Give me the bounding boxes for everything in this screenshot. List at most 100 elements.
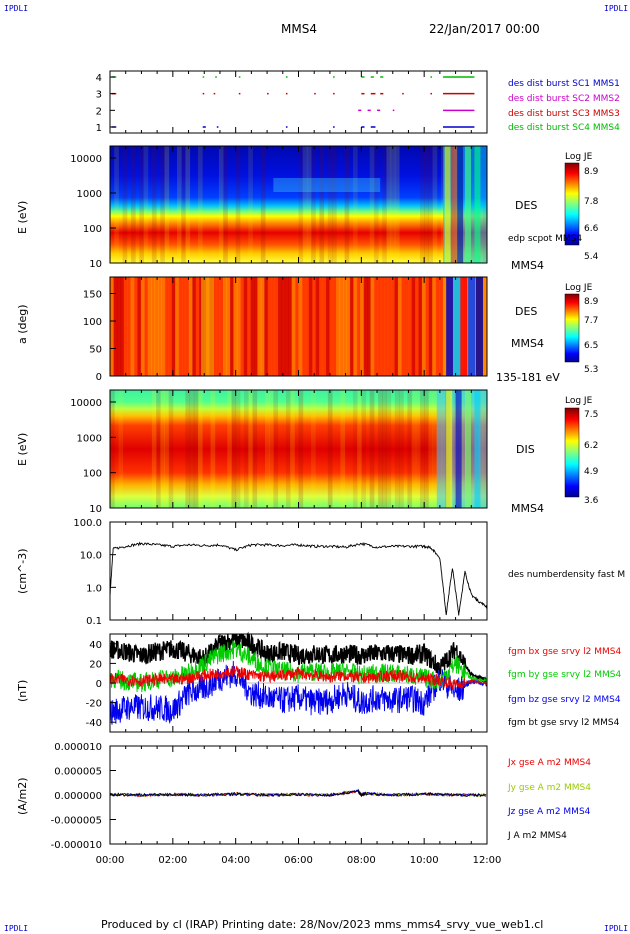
pitch-burst xyxy=(476,277,484,376)
des-spectrogram-stripe xyxy=(386,146,392,263)
pitch-stripe xyxy=(332,277,337,376)
dis-spectrogram-stripe xyxy=(290,390,295,508)
pitch-energy-range-label: 135-181 eV xyxy=(496,371,560,384)
colorbar2-title: Log JE xyxy=(565,283,593,293)
pitch-stripe xyxy=(171,277,176,376)
colorbar-2 xyxy=(564,293,580,363)
dis-spectrogram-stripe xyxy=(227,390,232,508)
panel-frame-1 xyxy=(109,70,488,134)
current-ytick-label: 0.000005 xyxy=(54,767,102,778)
pitch-burst xyxy=(446,277,454,376)
pitch-stripe xyxy=(367,277,371,376)
pitch-stripe xyxy=(219,277,224,376)
pitch-stripe xyxy=(140,277,145,376)
dis-spectrogram-stripe xyxy=(432,390,438,508)
des-spectrogram-stripe xyxy=(344,146,350,263)
pitch-stripe xyxy=(281,277,286,376)
des-spectrogram-stripe xyxy=(235,146,241,263)
current-ylabel: (A/m2) xyxy=(16,777,29,815)
pitch-stripe xyxy=(199,277,204,376)
des-spectrogram-stripe xyxy=(382,146,387,263)
legend-jz: Jz gse A m2 MMS4 xyxy=(508,807,591,817)
density-line xyxy=(109,541,488,616)
pitch-stripe xyxy=(435,277,440,376)
density-ytick-label: 1.0 xyxy=(86,583,102,594)
des-energy-ytick-label: 1000 xyxy=(77,189,102,200)
x-tick-label: 10:00 xyxy=(410,855,439,866)
spacecraft-title: MMS4 xyxy=(281,22,317,36)
corner-mark-top-right: IPDLI xyxy=(604,4,629,13)
pitch-stripe xyxy=(432,277,437,376)
dis-spectrogram-stripe xyxy=(193,390,199,508)
des-spectrogram-stripe xyxy=(390,146,396,263)
des-spectrogram-stripe xyxy=(164,146,170,263)
legend-burst-mms2: des dist burst SC2 MMS2 xyxy=(508,94,620,104)
bfield-bz-line xyxy=(109,660,488,725)
x-tick-label: 12:00 xyxy=(473,855,502,866)
dis-spectrogram-stripe xyxy=(235,390,241,508)
pitch-ytick-label: 150 xyxy=(83,290,102,301)
des-spectrogram-stripe xyxy=(248,146,253,263)
pitch-stripe xyxy=(181,277,186,376)
pitch-stripe xyxy=(411,277,416,376)
pitch-stripe xyxy=(274,277,279,376)
des-energy-ytick-label: 10000 xyxy=(70,154,102,165)
pitch-stripe xyxy=(291,277,296,376)
colorbar1-tick: 5.4 xyxy=(584,252,599,262)
legend-bt: fgm bt gse srvy l2 MMS4 xyxy=(508,718,620,728)
pitch-stripe xyxy=(147,277,152,376)
dis-spectrogram-stripe xyxy=(411,390,417,508)
des-spectrogram-burst xyxy=(465,146,472,263)
dis-spectrogram-stripe xyxy=(378,390,383,508)
burst-ytick-label: 3 xyxy=(96,90,102,101)
x-tick-label: 02:00 xyxy=(158,855,187,866)
pitch-stripe xyxy=(161,277,166,376)
density-ytick-label: 100.0 xyxy=(73,518,102,529)
pitch-des-label: DES xyxy=(515,305,538,318)
pitch-stripe xyxy=(404,277,409,376)
pitch-stripe xyxy=(257,277,262,376)
dis-spectrogram-stripe xyxy=(428,390,434,508)
pitch-stripe xyxy=(384,277,389,376)
des-spectrogram-stripe xyxy=(197,146,203,263)
bfield-ytick-label: -40 xyxy=(86,718,102,729)
pitch-stripe xyxy=(380,277,385,376)
pitch-stripe xyxy=(233,277,238,376)
scpot-label: edp scpot MMS4 xyxy=(508,234,583,244)
burst-ytick-label: 1 xyxy=(96,123,102,134)
pitch-stripe xyxy=(339,277,344,376)
des-spectrogram-stripe xyxy=(302,146,308,263)
x-tick-label: 06:00 xyxy=(284,855,313,866)
pitch-stripe xyxy=(247,277,252,376)
dis-spectrogram-stripe xyxy=(273,390,279,508)
colorbar3-tick: 7.5 xyxy=(584,410,599,420)
corner-mark-bottom-right: IPDLI xyxy=(604,924,629,933)
colorbar2-tick: 8.9 xyxy=(584,297,599,307)
pitch-stripe xyxy=(428,277,433,376)
pitch-stripe xyxy=(322,277,327,376)
dis-spectrogram-burst xyxy=(465,390,472,508)
dis-spectrogram-stripe xyxy=(164,390,170,508)
des-spectrogram-burst xyxy=(444,146,451,263)
pitch-stripe xyxy=(264,277,269,376)
des-spectrogram-stripe xyxy=(428,146,434,263)
pitch-stripe xyxy=(212,277,217,376)
des-spectrogram-stripe xyxy=(332,146,337,263)
des-spectrogram-stripe xyxy=(122,146,128,263)
colorbar1-tick: 7.8 xyxy=(584,197,599,207)
pitch-ytick-label: 100 xyxy=(83,317,102,328)
pitch-stripe xyxy=(315,277,320,376)
legend-jx: Jx gse A m2 MMS4 xyxy=(508,758,591,768)
des-spectrogram-stripe xyxy=(160,146,165,263)
pitch-stripe xyxy=(123,277,128,376)
pitch-ytick-label: 50 xyxy=(89,345,102,356)
panel-frame-5 xyxy=(109,521,488,621)
colorbar3-title: Log JE xyxy=(565,396,593,406)
dis-spectrogram-stripe xyxy=(231,390,237,508)
legend-burst-mms1: des dist burst SC1 MMS1 xyxy=(508,79,620,89)
pitch-stripe xyxy=(250,277,255,376)
dis-spectrogram-stripe xyxy=(151,390,157,508)
pitch-stripe xyxy=(144,277,149,376)
dis-label: DIS xyxy=(516,443,535,456)
dis-spectrogram-stripe xyxy=(189,390,195,508)
